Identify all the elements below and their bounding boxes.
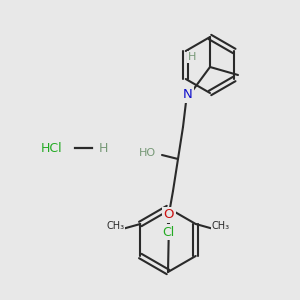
Text: CH₃: CH₃ xyxy=(106,221,124,231)
Text: CH₃: CH₃ xyxy=(212,221,230,231)
Text: O: O xyxy=(164,208,174,221)
Text: H: H xyxy=(188,52,196,62)
Text: HCl: HCl xyxy=(41,142,63,154)
Text: H: H xyxy=(98,142,108,154)
Text: N: N xyxy=(183,88,193,101)
Text: Cl: Cl xyxy=(162,226,174,238)
Text: HO: HO xyxy=(139,148,156,158)
